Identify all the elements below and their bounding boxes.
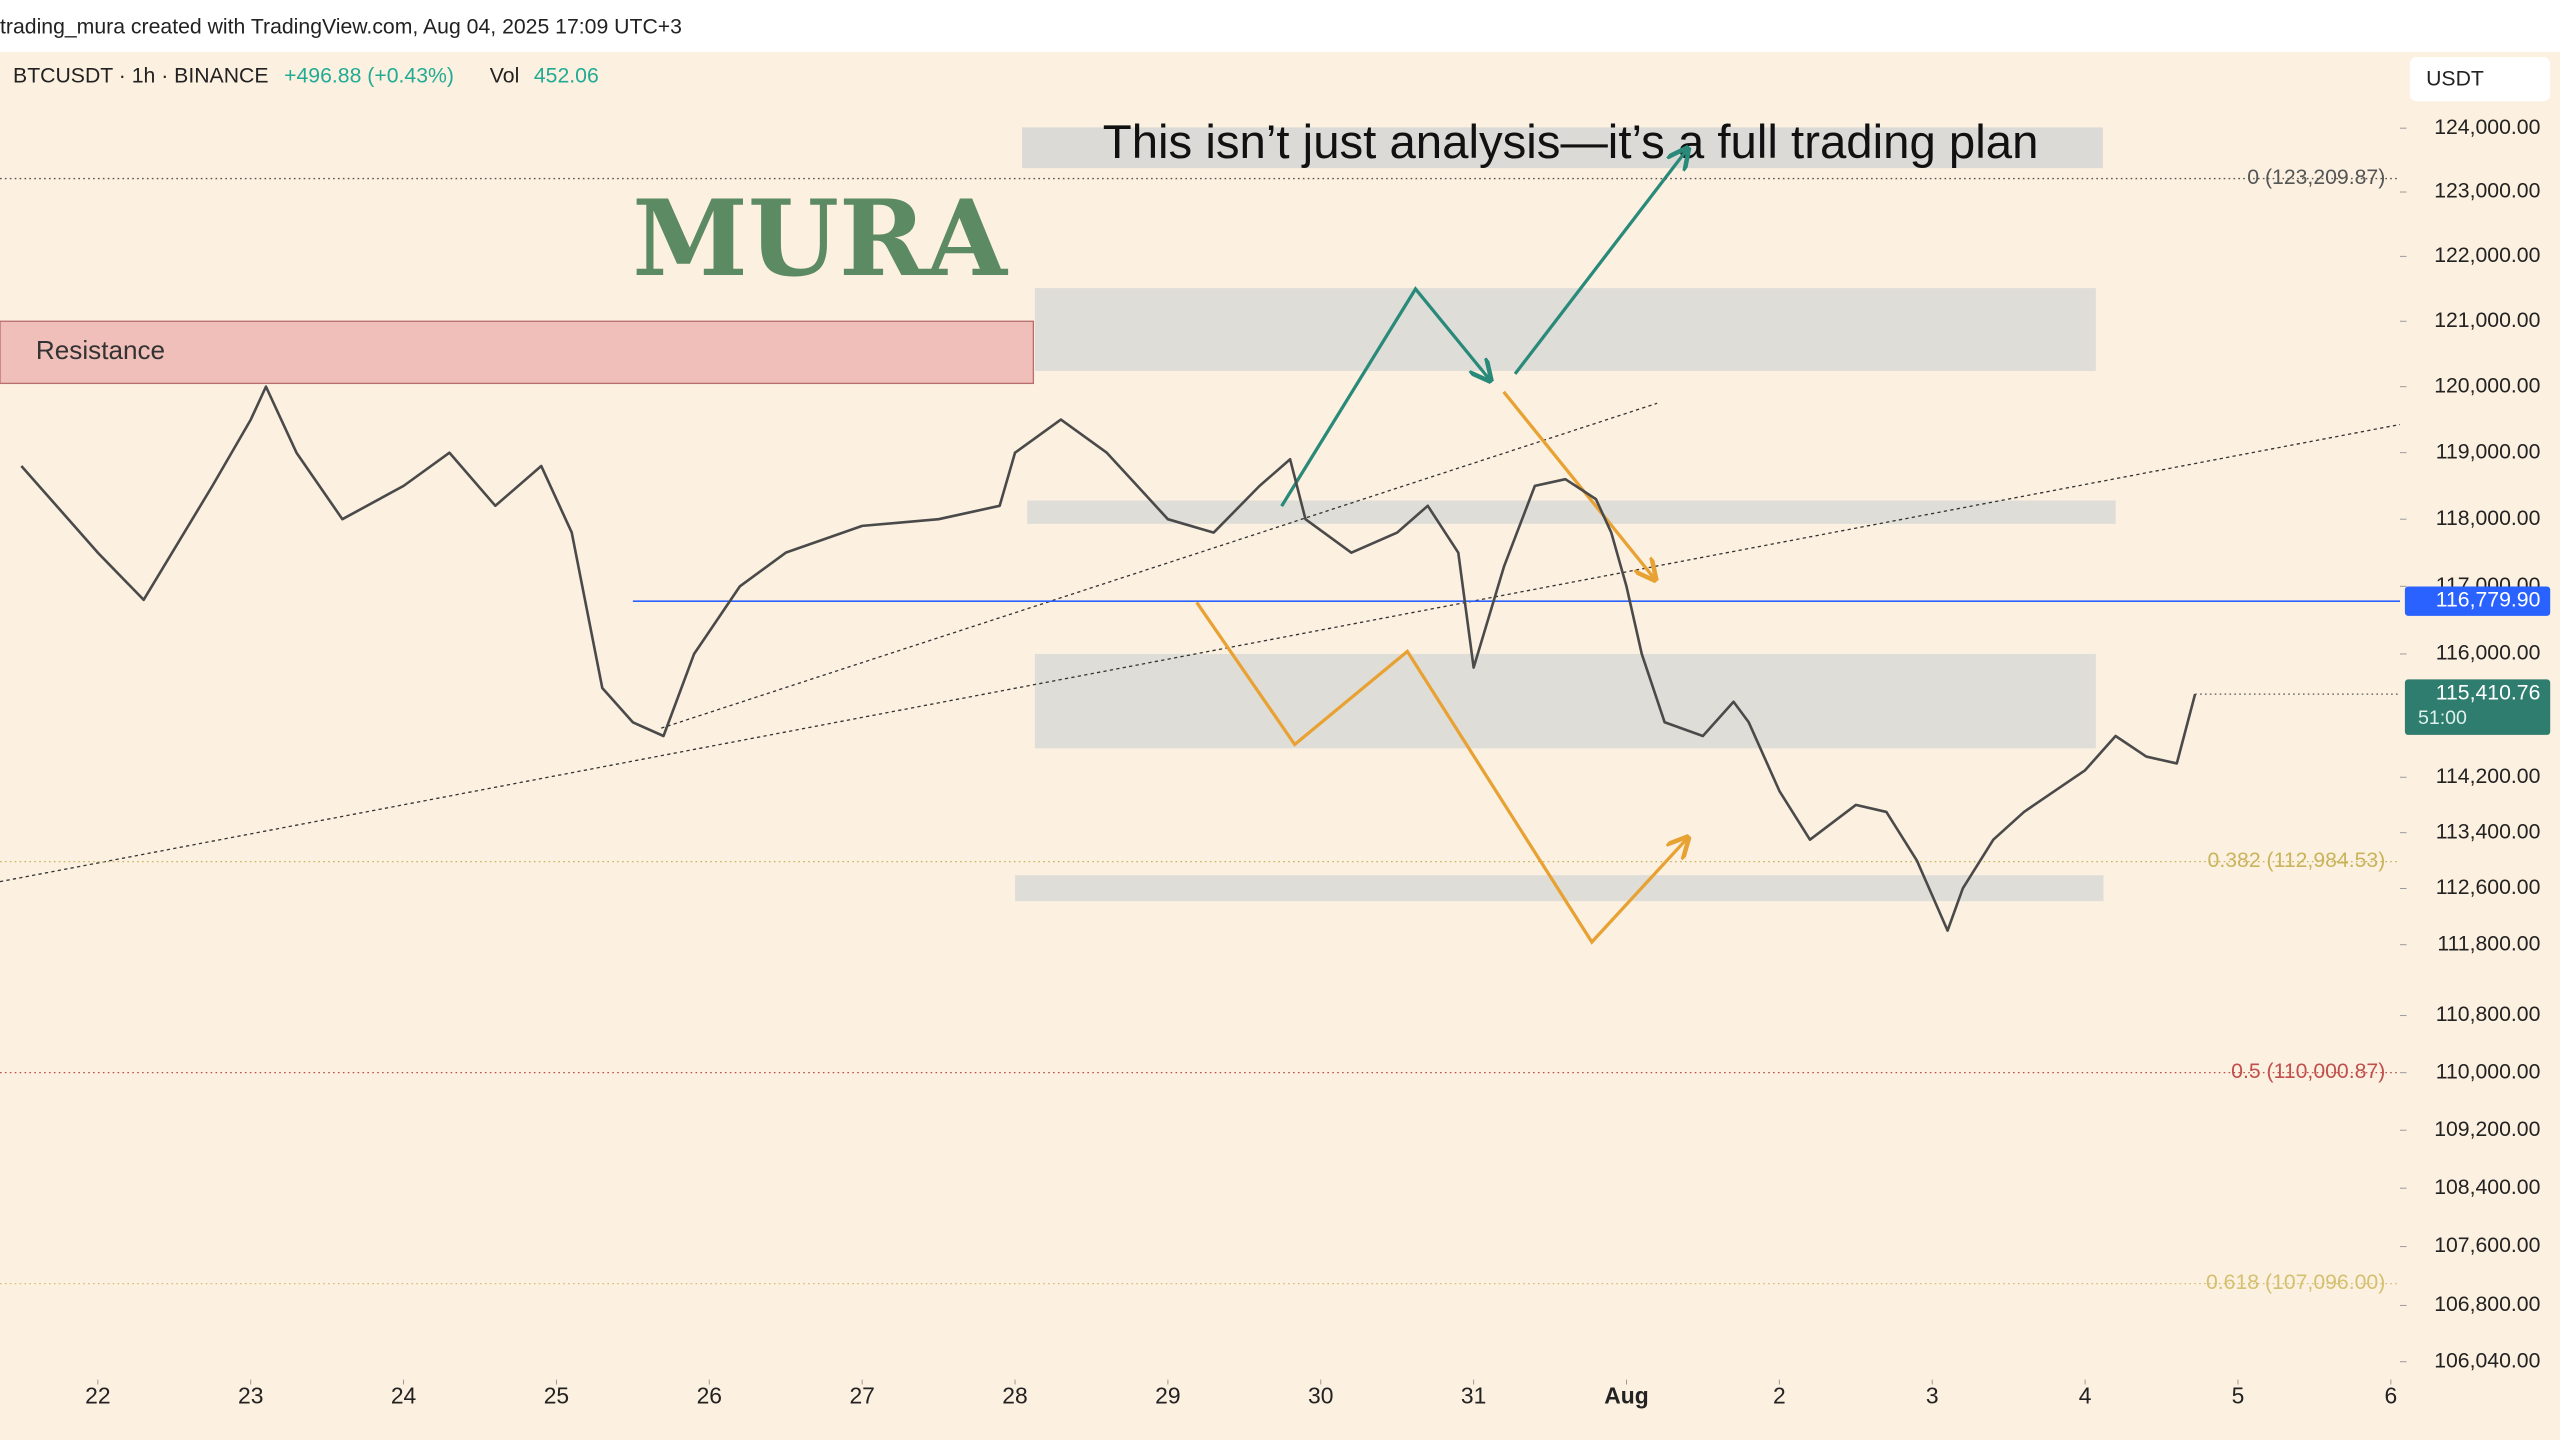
y-tick-label: 118,000.00 <box>2436 507 2541 530</box>
zone <box>1034 288 2096 371</box>
x-tick-label: 23 <box>238 1383 263 1409</box>
price-line <box>20 385 2197 932</box>
last-price-box <box>2404 679 2551 735</box>
x-tick-label: 29 <box>1155 1383 1180 1409</box>
x-tick-label: 30 <box>1308 1383 1333 1409</box>
scenario-arrow <box>1280 286 1489 507</box>
y-tick-label: 120,000.00 <box>2434 374 2540 397</box>
y-tick-label: 123,000.00 <box>2434 180 2540 203</box>
y-tick-label: 116,000.00 <box>2436 642 2541 665</box>
x-tick-label: 27 <box>849 1383 874 1409</box>
x-tick-label: 6 <box>2384 1383 2397 1409</box>
y-tick-label: 110,800.00 <box>2436 1003 2541 1026</box>
symbol: BTCUSDT · 1h · BINANCE <box>13 64 268 87</box>
y-tick-label: 114,200.00 <box>2436 765 2541 788</box>
last-price-label: 115,410.76 <box>2436 682 2541 705</box>
x-tick-label: 4 <box>2079 1383 2092 1409</box>
fib-label: 0.382 (112,984.53) <box>2208 849 2386 872</box>
volume-label: Vol <box>490 64 519 87</box>
y-tick-label: 112,600.00 <box>2436 876 2541 899</box>
y-tick-label: 108,400.00 <box>2434 1176 2540 1199</box>
y-tick-label: 107,600.00 <box>2434 1234 2540 1257</box>
price-label: 116,779.90 <box>2436 589 2541 612</box>
zone-label: Resistance <box>36 335 165 365</box>
change: +496.88 (+0.43%) <box>284 64 454 87</box>
currency-box[interactable] <box>2409 57 2551 102</box>
y-tick-label: 110,000.00 <box>2436 1060 2541 1083</box>
annotation-bg <box>1022 127 2103 169</box>
y-tick-label: 113,400.00 <box>2436 820 2541 843</box>
x-tick-label: 28 <box>1002 1383 1027 1409</box>
volume: 452.06 <box>534 64 599 87</box>
x-tick-label: 2 <box>1773 1383 1786 1409</box>
x-tick-label: 26 <box>697 1383 722 1409</box>
y-tick-label: 121,000.00 <box>2434 309 2540 332</box>
x-tick-label: 24 <box>391 1383 417 1409</box>
x-tick-label: 25 <box>544 1383 569 1409</box>
x-tick-label: 5 <box>2232 1383 2245 1409</box>
currency[interactable]: USDT <box>2426 68 2484 91</box>
y-tick-label: 109,200.00 <box>2434 1118 2540 1141</box>
fib-label: 0.618 (107,096.00) <box>2206 1271 2385 1294</box>
y-tick-label: 106,800.00 <box>2434 1293 2540 1316</box>
zone <box>1027 500 2116 524</box>
fib-label: 0 (123,209.87) <box>2247 166 2385 189</box>
scenario-arrow <box>1513 150 1686 375</box>
scenario-arrow <box>1502 390 1654 578</box>
x-tick-label: 3 <box>1926 1383 1939 1409</box>
x-tick-label: 22 <box>85 1383 110 1409</box>
price-label-box <box>2404 586 2551 616</box>
countdown: 51:00 <box>2418 707 2467 729</box>
y-tick-label: 124,000.00 <box>2434 116 2540 139</box>
x-tick-label: 31 <box>1461 1383 1486 1409</box>
x-tick-label: Aug <box>1604 1383 1648 1409</box>
y-tick-label: 119,000.00 <box>2436 440 2541 463</box>
fib-label: 0.5 (110,000.87) <box>2231 1060 2385 1083</box>
y-tick-label: 106,040.00 <box>2434 1349 2540 1372</box>
zone <box>0 320 1035 385</box>
scenario-arrow <box>1195 601 1687 945</box>
annotation: This isn’t just analysis—it’s a full tra… <box>1103 116 2039 169</box>
y-tick-label: 122,000.00 <box>2434 244 2540 267</box>
header-bar <box>0 0 2560 53</box>
trend-line <box>0 423 2401 883</box>
watermark: MURA <box>632 177 1009 300</box>
zone <box>1034 653 2096 749</box>
y-tick-label: 111,800.00 <box>2437 932 2540 955</box>
trend-line <box>661 402 1658 729</box>
header-text: trading_mura created with TradingView.co… <box>0 15 682 38</box>
